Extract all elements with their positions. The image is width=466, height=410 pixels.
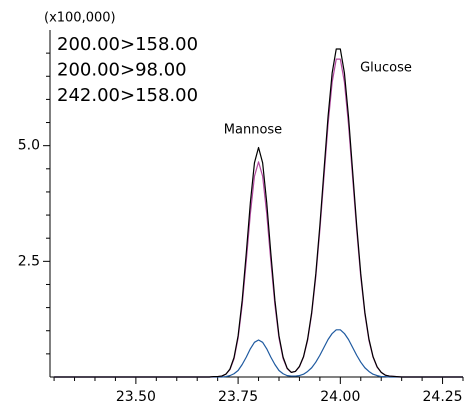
legend-entry: 200.00>158.00 xyxy=(57,34,198,55)
x-tick-label: 24.00 xyxy=(320,389,360,405)
x-tick-label: 23.75 xyxy=(218,389,258,405)
peak-annotation: Mannose xyxy=(224,123,282,138)
series-line xyxy=(54,58,463,378)
peak-annotation: Glucose xyxy=(360,61,412,76)
series-line xyxy=(54,329,463,378)
x-tick-label: 23.50 xyxy=(116,389,156,405)
series-line xyxy=(54,48,463,378)
x-tick-label: 24.25 xyxy=(423,389,463,405)
y-unit-label: (x100,000) xyxy=(44,11,116,26)
legend-entry: 200.00>98.00 xyxy=(57,60,187,81)
y-tick-label: 5.0 xyxy=(18,138,40,154)
y-tick-label: 2.5 xyxy=(18,253,40,269)
legend-entry: 242.00>158.00 xyxy=(57,85,198,106)
